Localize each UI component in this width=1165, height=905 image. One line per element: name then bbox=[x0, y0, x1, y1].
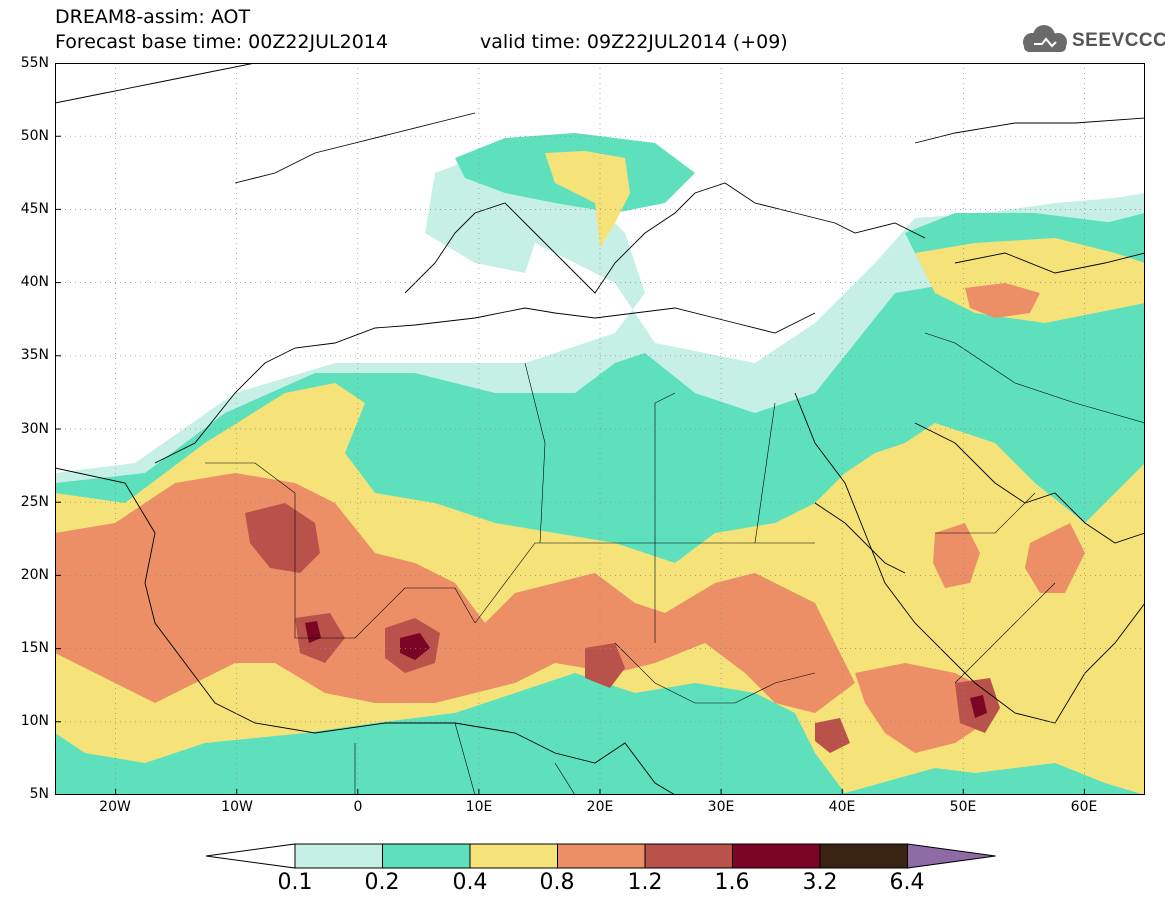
borders bbox=[205, 332, 1145, 795]
lat-tick-label: 5N bbox=[29, 786, 49, 802]
lon-tick-label: 20E bbox=[586, 799, 614, 815]
lat-tick-label: 40N bbox=[20, 274, 49, 290]
lat-tick-label: 10N bbox=[20, 713, 49, 729]
cloud-icon bbox=[1023, 25, 1067, 52]
legend-level-label: 0.4 bbox=[452, 870, 488, 895]
colorbar-cell bbox=[382, 843, 471, 869]
legend-level-label: 0.2 bbox=[364, 870, 400, 895]
colorbar-cell bbox=[557, 843, 646, 869]
lon-tick-label: 10W bbox=[221, 799, 253, 815]
colorbar-cell bbox=[469, 843, 558, 869]
lon-tick-label: 30E bbox=[707, 799, 735, 815]
lon-tick-label: 0 bbox=[353, 799, 363, 815]
lat-tick-label: 20N bbox=[20, 567, 49, 583]
lon-tick-label: 50E bbox=[949, 799, 977, 815]
coastlines bbox=[55, 63, 1145, 795]
legend-level-label: 0.1 bbox=[277, 870, 313, 895]
aot-colorbar bbox=[205, 843, 996, 869]
lat-tick-label: 35N bbox=[20, 347, 49, 363]
map-frame bbox=[55, 63, 1145, 795]
lon-tick-label: 20W bbox=[99, 799, 131, 815]
legend-level-label: 1.6 bbox=[714, 870, 750, 895]
lat-tick-label: 15N bbox=[20, 640, 49, 656]
lat-tick-label: 25N bbox=[20, 494, 49, 510]
valid-time: valid time: 09Z22JUL2014 (+09) bbox=[480, 31, 788, 53]
colorbar-cell bbox=[732, 843, 821, 869]
axis-ticks bbox=[55, 135, 1085, 795]
legend-level-label: 6.4 bbox=[889, 870, 925, 895]
colorbar-cell bbox=[644, 843, 733, 869]
colorbar-cell bbox=[294, 843, 383, 869]
lat-tick-label: 55N bbox=[20, 55, 49, 71]
colorbar-cell bbox=[819, 843, 908, 869]
lat-tick-label: 50N bbox=[20, 128, 49, 144]
seevccc-logo: SEEVCCC bbox=[1072, 30, 1165, 51]
legend-level-label: 3.2 bbox=[802, 870, 838, 895]
colorbar-cell bbox=[907, 843, 996, 869]
lon-tick-label: 40E bbox=[828, 799, 856, 815]
map-title: DREAM8-assim: AOT bbox=[55, 6, 251, 28]
legend-level-label: 1.2 bbox=[627, 870, 663, 895]
lat-tick-label: 30N bbox=[20, 421, 49, 437]
lon-tick-label: 60E bbox=[1070, 799, 1098, 815]
lon-tick-label: 10E bbox=[465, 799, 493, 815]
aot-map bbox=[55, 63, 1145, 795]
graticule bbox=[55, 63, 1145, 795]
forecast-base-time: Forecast base time: 00Z22JUL2014 bbox=[55, 31, 388, 53]
legend-level-label: 0.8 bbox=[539, 870, 575, 895]
lat-tick-label: 45N bbox=[20, 201, 49, 217]
colorbar-cell bbox=[205, 843, 296, 869]
